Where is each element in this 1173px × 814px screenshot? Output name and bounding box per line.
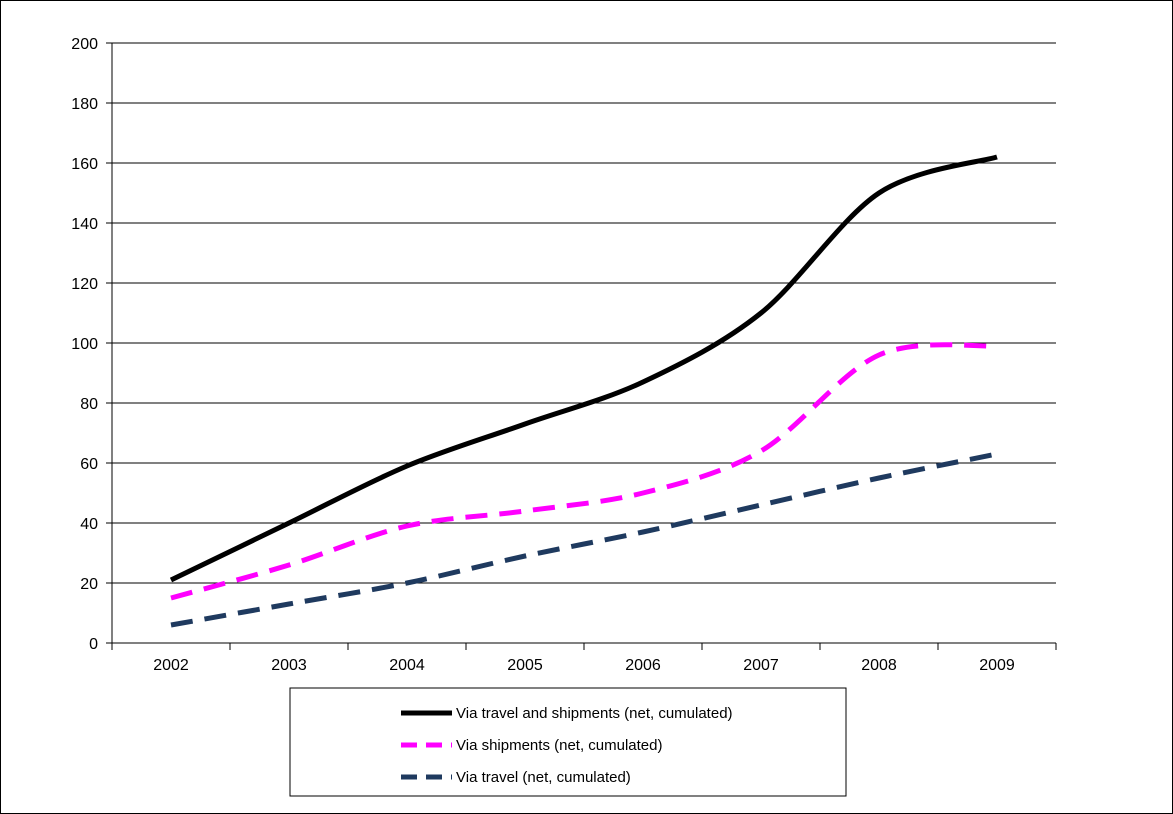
legend-label: Via travel (net, cumulated)	[456, 769, 631, 786]
x-tick-label: 2004	[389, 657, 425, 674]
x-tick-label: 2009	[979, 657, 1015, 674]
y-tick-label: 20	[80, 576, 98, 593]
y-tick-label: 120	[71, 276, 98, 293]
y-tick-label: 200	[71, 36, 98, 53]
series-line-via-travel-and-shipments-net-cumulated	[169, 154, 998, 583]
y-axis-ticks: 0 20 40 60 80 100 120 140 160 180 200	[71, 36, 112, 653]
x-tick-label: 2006	[625, 657, 661, 674]
legend-label: Via travel and shipments (net, cumulated…	[456, 705, 733, 722]
series-line-via-shipments-net-cumulated	[170, 342, 998, 601]
series-line-via-travel-net-cumulated	[170, 451, 998, 628]
x-tick-label: 2007	[743, 657, 779, 674]
x-tick-label: 2003	[271, 657, 307, 674]
y-tick-label: 0	[89, 636, 98, 653]
legend-label: Via shipments (net, cumulated)	[456, 737, 663, 754]
series-lines	[169, 154, 998, 628]
x-axis-ticks: 2002 2003 2004 2005 2006 2007 2008 2009	[111, 643, 1057, 674]
y-tick-label: 80	[80, 396, 98, 413]
x-tick-label: 2002	[153, 657, 189, 674]
y-tick-label: 180	[71, 96, 98, 113]
y-tick-label: 140	[71, 216, 98, 233]
y-tick-label: 40	[80, 516, 98, 533]
legend-box	[289, 687, 847, 797]
y-tick-label: 60	[80, 456, 98, 473]
gridlines	[112, 42, 1056, 584]
y-tick-label: 160	[71, 156, 98, 173]
legend: Via travel and shipments (net, cumulated…	[289, 687, 847, 797]
x-tick-label: 2005	[507, 657, 543, 674]
x-tick-label: 2008	[861, 657, 897, 674]
y-tick-label: 100	[71, 336, 98, 353]
